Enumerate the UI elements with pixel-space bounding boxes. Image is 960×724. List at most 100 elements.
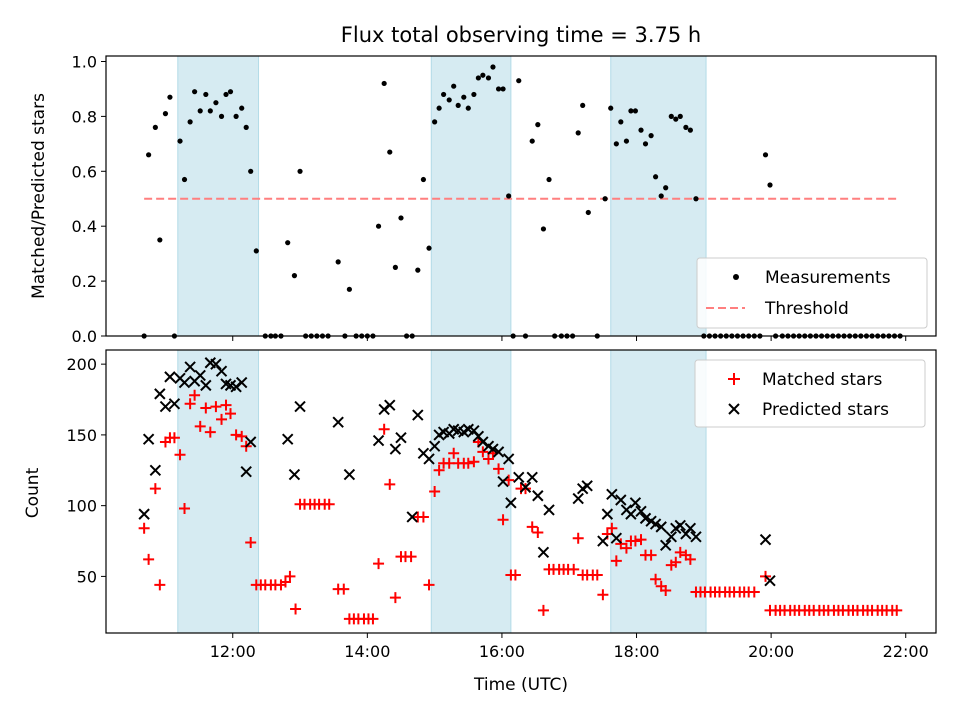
predicted-star-point [215,365,228,377]
matched-star-point [230,429,242,441]
predicted-star-point [178,376,191,389]
matched-star-point [279,576,291,588]
matched-stars-points [138,389,903,625]
matched-star-point [462,457,474,469]
predicted-star-point [343,468,356,481]
matched-star-point [650,573,662,585]
predicted-star-point [194,369,206,382]
predicted-star-point [572,492,584,505]
measurement-point [162,111,169,117]
measurement-point [677,113,683,119]
matched-star-point [417,511,429,523]
top-legend-box [696,257,928,329]
matched-star-point [497,514,509,526]
predicted-star-point [395,432,407,444]
matched-star-point [493,463,505,475]
predicted-star-point [236,376,248,389]
measurement-point [227,89,234,95]
bottom-legend-box [694,359,926,428]
measurement-point [687,127,693,133]
measurement-point [475,75,481,81]
predicted-star-point [412,409,424,421]
predicted-star-point [519,481,532,493]
measurement-point [602,196,608,202]
predicted-star-point [497,475,509,488]
matched-star-point [615,538,627,550]
predicted-star-point [606,488,618,501]
matched-star-point [568,563,580,575]
matched-star-point [537,604,549,616]
measurement-point [248,168,254,174]
measurement-point [529,138,535,144]
measurement-point [157,237,163,243]
predicted-star-point [406,511,418,523]
measurement-point [516,78,522,84]
predicted-stars-points [138,357,776,587]
predicted-star-point [625,508,637,520]
predicted-star-point [526,471,538,484]
measurement-point [426,245,432,251]
measurement-point [673,116,679,122]
matched-star-point [610,555,622,567]
matched-star-point [477,446,489,458]
predicted-star-point [142,433,155,445]
legend-predicted-label: Predicted stars [762,400,889,420]
legend-threshold-label: Threshold [764,299,849,319]
bottom-legend: Matched stars Predicted stars [694,359,926,428]
y-tick-label: 100 [66,497,97,516]
top-plot-frame [105,55,937,337]
measurement-point [381,80,387,87]
predicted-star-point [601,508,614,520]
measurement-point [652,174,659,180]
matched-star-point [143,553,155,565]
matched-star-point [635,534,647,546]
measurement-point [608,105,614,111]
predicted-star-point [184,361,196,373]
measurement-point [146,152,152,158]
matched-star-point [367,613,379,625]
measurement-point [239,105,245,111]
y-tick-label: 1.0 [72,52,97,71]
matched-star-point [210,401,222,413]
matched-star-point [389,592,401,604]
x-tick-label: 14:00 [344,642,390,661]
measurement-point [693,196,699,202]
measurement-point [446,97,452,103]
predicted-star-point [597,535,609,547]
matched-star-point [174,449,186,461]
matched-star-point [378,423,390,435]
predicted-star-point [764,574,776,587]
measurement-point [613,141,619,147]
measurement-point [485,75,492,81]
measurement-point [471,91,477,98]
y-tick-label: 0.2 [72,272,97,291]
predicted-star-point [164,371,176,383]
shaded-interval [177,349,260,634]
chart-title: Flux total observing time = 3.75 h [341,23,701,47]
y-tick-label: 0.0 [72,327,97,346]
matched-star-point [179,502,191,514]
measurement-point [167,94,173,100]
legend-predicted-marker [728,403,740,415]
matched-star-point [194,420,206,432]
predicted-star-point [532,490,544,502]
y-tick-label: 0.4 [72,217,97,236]
measurement-point [623,138,630,144]
measurement-point [335,259,341,265]
predicted-star-point [210,358,222,370]
measurement-point [285,240,291,246]
matched-star-point [674,546,686,558]
top-x-axis-ticks [232,336,907,341]
measurement-point [187,119,193,125]
matched-star-point [384,478,396,490]
matched-star-point [236,430,248,442]
matched-star-point [284,570,296,582]
predicted-star-point [639,512,652,525]
measurement-point [500,86,506,92]
bottom-plot-frame [105,349,937,634]
y-tick-label: 150 [66,426,97,445]
matched-star-point [149,483,161,495]
measurement-point [415,267,421,273]
matched-star-point [597,589,609,601]
measurement-point [207,108,213,114]
